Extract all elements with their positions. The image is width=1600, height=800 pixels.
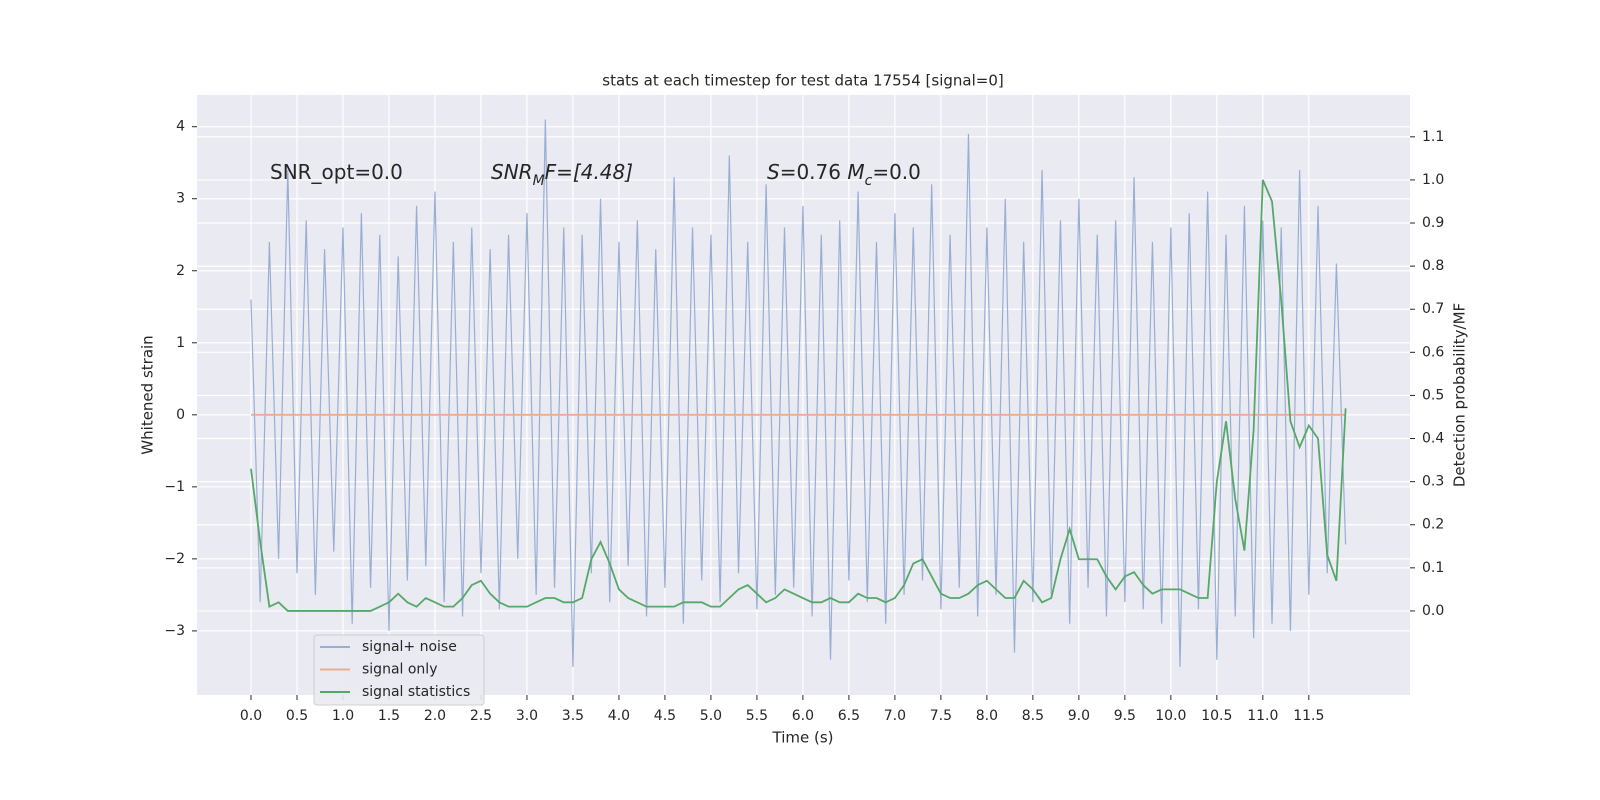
y2-tick-label: 0.9 bbox=[1422, 215, 1444, 231]
x-tick-label: 1.0 bbox=[332, 708, 354, 724]
x-tick-label: 10.0 bbox=[1155, 708, 1186, 724]
x-axis-label: Time (s) bbox=[772, 729, 834, 747]
y2-tick-label: 0.8 bbox=[1422, 258, 1444, 274]
x-tick-label: 7.5 bbox=[930, 708, 952, 724]
y-tick-label: 4 bbox=[176, 119, 185, 135]
y2-tick-label: 0.1 bbox=[1422, 560, 1444, 576]
x-tick-label: 4.0 bbox=[608, 708, 630, 724]
x-tick-label: 6.5 bbox=[838, 708, 860, 724]
annotation-part: S bbox=[767, 160, 780, 184]
legend-box bbox=[313, 634, 485, 706]
y-axis-label: Whitened strain bbox=[139, 335, 157, 454]
x-tick-label: 8.0 bbox=[976, 708, 998, 724]
y2-tick-label: 0.4 bbox=[1422, 431, 1444, 447]
x-tick-label: 2.5 bbox=[470, 708, 492, 724]
annotation-part: M bbox=[847, 160, 864, 184]
x-tick-label: 6.0 bbox=[792, 708, 814, 724]
x-tick-label: 4.5 bbox=[654, 708, 676, 724]
x-tick-label: 5.0 bbox=[700, 708, 722, 724]
annotation-part: SNR bbox=[491, 160, 533, 184]
annotation-part: F=[4.48] bbox=[545, 160, 633, 184]
x-tick-label: 1.5 bbox=[378, 708, 400, 724]
y2-tick-label: 0.7 bbox=[1422, 301, 1444, 317]
annotation: SNRMF=[4.48] bbox=[491, 160, 633, 190]
x-tick-label: 3.5 bbox=[562, 708, 584, 724]
y-tick-label: −1 bbox=[164, 479, 185, 495]
x-tick-label: 11.0 bbox=[1247, 708, 1278, 724]
series-line bbox=[250, 119, 1347, 667]
y2-tick-label: 0.0 bbox=[1422, 603, 1444, 619]
x-tick-label: 9.0 bbox=[1068, 708, 1090, 724]
annotation-part: c bbox=[865, 173, 873, 189]
annotation-part: =0.76 bbox=[780, 160, 848, 184]
legend-label: signal+ noise bbox=[362, 639, 457, 655]
y-tick-label: 0 bbox=[176, 407, 185, 423]
x-tick-label: 5.5 bbox=[746, 708, 768, 724]
y2-tick-label: 0.6 bbox=[1422, 344, 1444, 360]
x-tick-label: 0.5 bbox=[286, 708, 308, 724]
x-tick-label: 10.5 bbox=[1201, 708, 1232, 724]
annotation-part: M bbox=[533, 173, 545, 189]
y-tick-label: 2 bbox=[176, 263, 185, 279]
y2-tick-label: 1.0 bbox=[1422, 172, 1444, 188]
y2-axis-label: Detection probability/MF bbox=[1451, 303, 1469, 487]
y2-tick-label: 0.3 bbox=[1422, 474, 1444, 490]
annotation-part: =0.0 bbox=[872, 160, 921, 184]
y-tick-label: −2 bbox=[164, 551, 185, 567]
y2-tick-label: 0.2 bbox=[1422, 517, 1444, 533]
x-tick-label: 9.5 bbox=[1114, 708, 1136, 724]
x-tick-label: 8.5 bbox=[1022, 708, 1044, 724]
x-tick-label: 3.0 bbox=[516, 708, 538, 724]
y2-tick-label: 1.1 bbox=[1422, 129, 1444, 145]
legend-label: signal statistics bbox=[362, 684, 470, 700]
x-tick-label: 7.0 bbox=[884, 708, 906, 724]
legend-label: signal only bbox=[362, 662, 437, 678]
y-tick-label: 1 bbox=[176, 335, 185, 351]
annotation: SNR_opt=0.0 bbox=[270, 160, 403, 184]
x-tick-label: 11.5 bbox=[1293, 708, 1324, 724]
y-tick-label: −3 bbox=[164, 623, 185, 639]
series-line bbox=[250, 179, 1347, 612]
x-tick-label: 0.0 bbox=[240, 708, 262, 724]
annotation-part: SNR_opt=0.0 bbox=[270, 160, 403, 184]
y2-tick-label: 0.5 bbox=[1422, 387, 1444, 403]
x-tick-label: 2.0 bbox=[424, 708, 446, 724]
legend: signal+ noise signal only signal statistic… bbox=[313, 634, 485, 706]
annotation: S=0.76 Mc=0.0 bbox=[767, 160, 921, 190]
y-tick-label: 3 bbox=[176, 191, 185, 207]
chart-title: stats at each timestep for test data 175… bbox=[602, 72, 1003, 90]
